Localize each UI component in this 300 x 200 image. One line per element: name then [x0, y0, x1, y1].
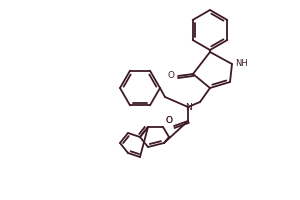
Text: O: O: [165, 116, 172, 125]
Text: N: N: [186, 102, 192, 112]
Text: O: O: [167, 71, 174, 79]
Text: O: O: [165, 116, 172, 125]
Text: NH: NH: [235, 58, 248, 68]
